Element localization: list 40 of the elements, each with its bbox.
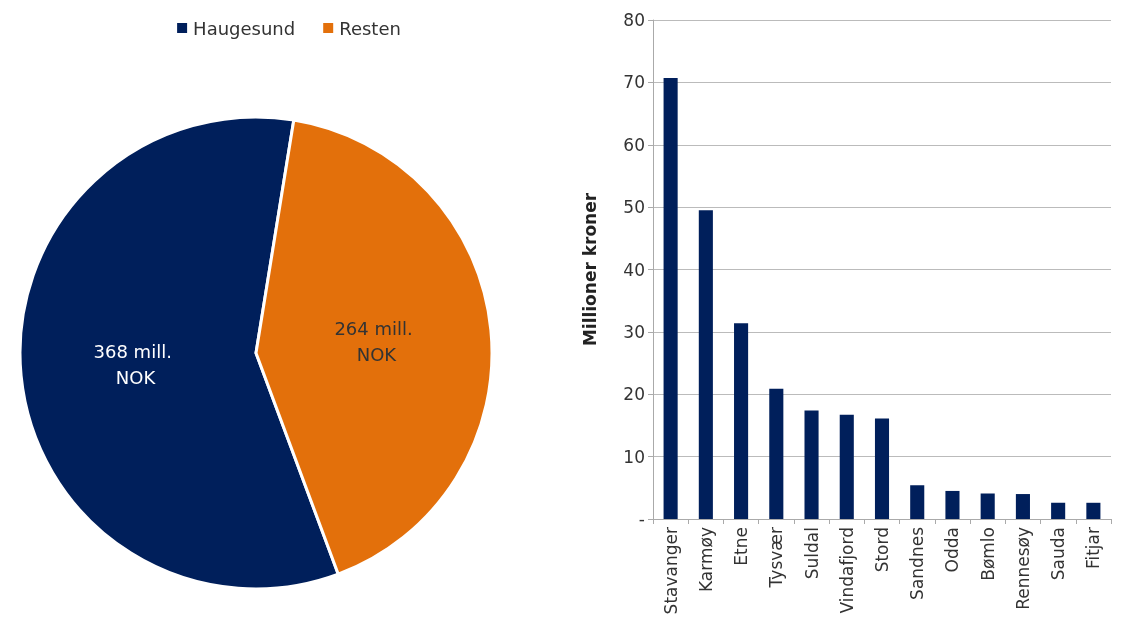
x-tick-label: Stavanger (660, 527, 681, 615)
y-axis-title: Millioner kroner (579, 192, 600, 347)
y-tick-label: 40 (623, 259, 645, 280)
y-tick-label: 10 (623, 446, 645, 467)
y-tick-label: 30 (623, 321, 645, 342)
y-tick-label: 70 (623, 72, 645, 93)
x-tick-label: Fitjar (1083, 526, 1104, 570)
bar (804, 410, 819, 519)
y-tick-label: 60 (623, 134, 645, 155)
data-label: 368 mill. NOK (93, 341, 178, 389)
x-tick-label: Bømlo (977, 527, 998, 581)
bar (910, 485, 925, 519)
y-tick-label: 20 (623, 384, 645, 405)
y-tick-label: - (638, 509, 645, 529)
bar (698, 210, 713, 519)
x-tick-label: Sauda (1048, 527, 1069, 581)
legend-label: Haugesund (193, 17, 296, 39)
bar (1051, 502, 1066, 519)
bar (945, 490, 960, 519)
legend-label: Resten (339, 17, 401, 39)
x-tick-label: Suldal (801, 527, 822, 580)
y-tick-label: 50 (623, 197, 645, 218)
x-tick-label: Karmøy (695, 527, 716, 592)
bar (1086, 502, 1101, 519)
x-tick-label: Sandnes (907, 526, 928, 600)
bar (980, 493, 995, 519)
x-tick-label: Odda (942, 527, 963, 573)
bar (874, 418, 890, 519)
x-tick-label: Rennesøy (1012, 527, 1033, 610)
data-label: 264 mill. NOK (334, 317, 419, 365)
x-tick-label: Etne (731, 527, 752, 566)
x-tick-label: Tysvær (766, 527, 787, 589)
bar (839, 414, 854, 519)
y-tick-label: 80 (623, 10, 645, 30)
bar (734, 323, 749, 519)
bar (1015, 494, 1030, 519)
bar (663, 78, 678, 519)
x-tick-label: Stord (872, 527, 892, 573)
bar (769, 388, 784, 519)
x-tick-label: Vindafjord (836, 527, 857, 614)
